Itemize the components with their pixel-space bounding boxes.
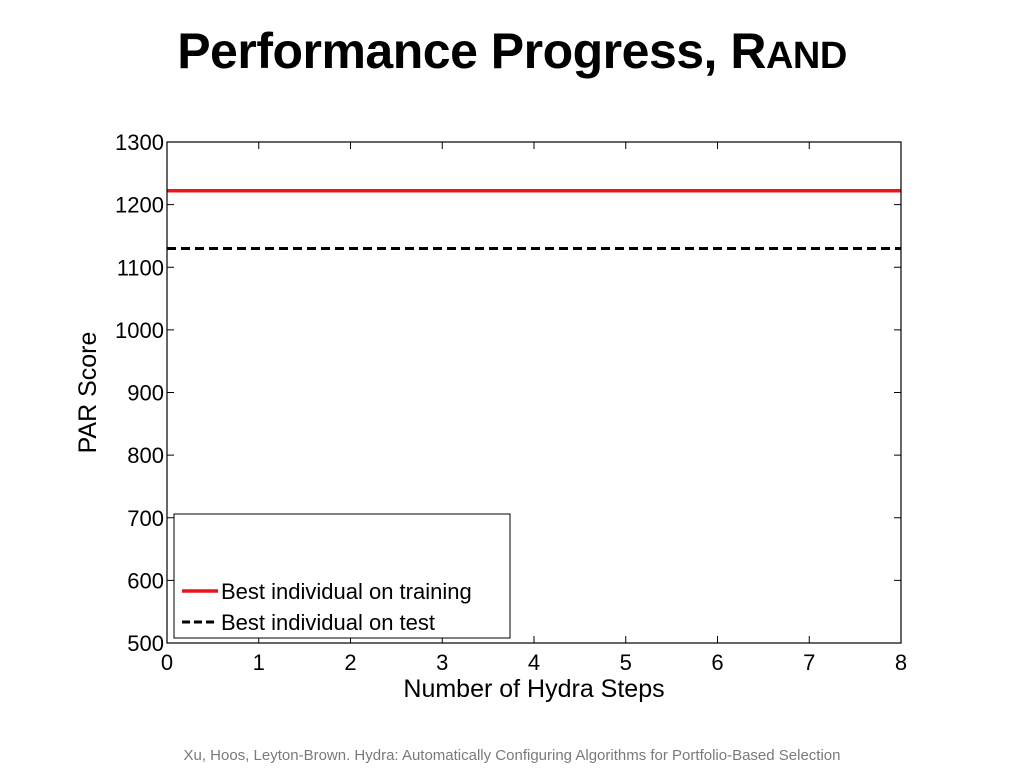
y-tick-label: 700 bbox=[127, 506, 164, 531]
y-axis-label: PAR Score bbox=[74, 332, 102, 454]
y-tick-label: 1000 bbox=[115, 318, 164, 343]
slide-title-smallcaps: AND bbox=[765, 35, 847, 77]
labels-layer: 500 600 700 800 900 1000 1100 1200 1300 0 1 2 3 4 5 6 7 8… bbox=[74, 130, 907, 703]
y-tick-label: 1200 bbox=[115, 193, 164, 218]
legend-entry-label: Best individual on test bbox=[221, 610, 435, 635]
x-tick-label: 1 bbox=[253, 650, 265, 675]
slide-footer-citation: Xu, Hoos, Leyton-Brown. Hydra: Automatic… bbox=[183, 747, 841, 764]
x-tick-label: 3 bbox=[436, 650, 448, 675]
x-tick-label: 5 bbox=[620, 650, 632, 675]
slide-title-main: Performance Progress, R bbox=[177, 23, 766, 79]
legend-box bbox=[173, 513, 511, 639]
x-axis-label: Number of Hydra Steps bbox=[403, 675, 664, 703]
x-tick-label: 8 bbox=[895, 650, 907, 675]
legend-entry-label: Best individual on training bbox=[221, 579, 472, 604]
plot-frame bbox=[166, 141, 902, 644]
slide-title: Performance Progress, RAND bbox=[0, 22, 1024, 80]
y-tick-label: 500 bbox=[127, 631, 164, 656]
y-tick-label: 1100 bbox=[117, 255, 164, 280]
y-tick-label: 600 bbox=[127, 568, 164, 593]
x-tick-label: 7 bbox=[803, 650, 815, 675]
x-tick-label: 2 bbox=[344, 650, 356, 675]
y-tick-label: 800 bbox=[127, 443, 164, 468]
x-tick-label: 0 bbox=[161, 650, 173, 675]
x-tick-label: 6 bbox=[711, 650, 723, 675]
series-layer bbox=[167, 189, 901, 250]
legend: Best individual on training Best individu… bbox=[173, 513, 511, 639]
y-tick-label: 900 bbox=[127, 381, 164, 406]
y-tick-label: 1300 bbox=[115, 130, 164, 155]
x-tick-label: 4 bbox=[528, 650, 540, 675]
